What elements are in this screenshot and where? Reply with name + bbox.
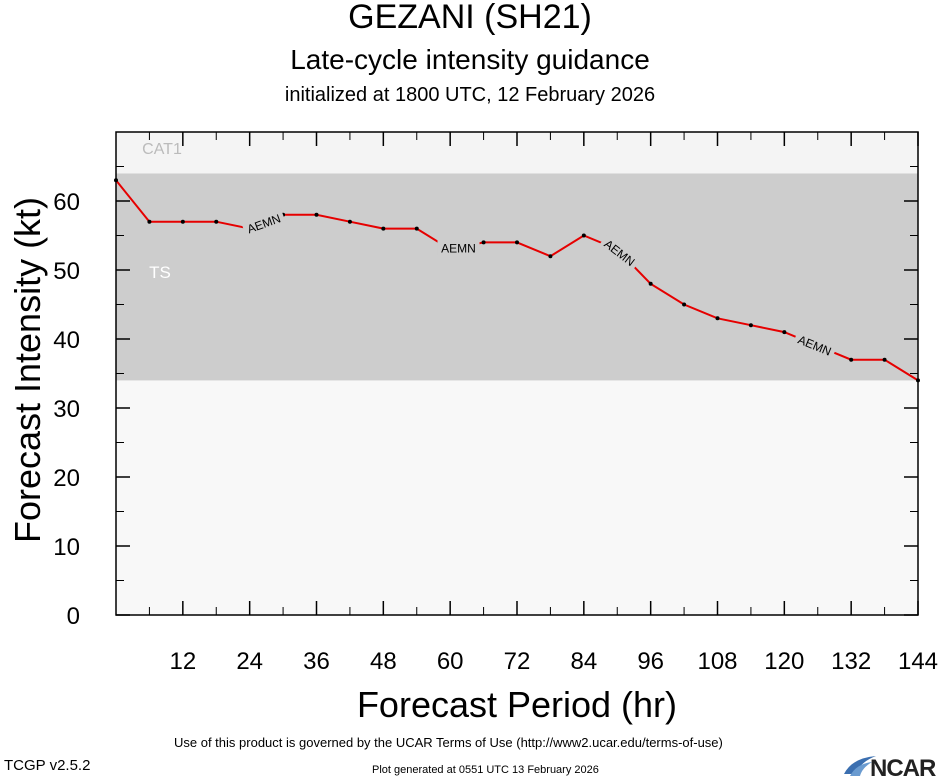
y-tick-label: 10 bbox=[53, 534, 80, 561]
version-label: TCGP v2.5.2 bbox=[4, 757, 91, 774]
series-label-background bbox=[598, 232, 642, 272]
y-tick-label: 60 bbox=[53, 189, 80, 216]
data-point bbox=[916, 378, 920, 383]
series-label-background bbox=[437, 239, 480, 256]
x-tick-label: 96 bbox=[637, 648, 664, 675]
data-point bbox=[648, 281, 653, 286]
x-tick-label: 12 bbox=[169, 648, 196, 675]
series-label-background bbox=[241, 208, 287, 238]
x-tick-label: 120 bbox=[764, 648, 804, 675]
x-tick-label: 144 bbox=[898, 648, 938, 675]
data-point bbox=[715, 316, 720, 321]
data-point bbox=[147, 219, 152, 224]
data-point bbox=[682, 302, 687, 307]
x-tick-label: 48 bbox=[370, 648, 397, 675]
data-point bbox=[214, 219, 219, 224]
data-point bbox=[114, 178, 118, 183]
band-ts bbox=[116, 173, 918, 381]
data-point bbox=[782, 330, 787, 335]
y-axis-label: Forecast Intensity (kt) bbox=[7, 197, 48, 543]
chart-subtitle: Late-cycle intensity guidance bbox=[290, 44, 650, 75]
terms-of-use-notice: Use of this product is governed by the U… bbox=[174, 735, 723, 750]
x-tick-label: 36 bbox=[303, 648, 330, 675]
y-tick-label: 0 bbox=[67, 603, 80, 630]
plot-area: TS CAT1 12 24 36 48 60 72 84 96 108 120 132 144 0 10 20 3… bbox=[53, 131, 938, 675]
data-point bbox=[548, 254, 553, 259]
data-point bbox=[481, 240, 486, 245]
generated-timestamp: Plot generated at 0551 UTC 13 February 2… bbox=[372, 764, 599, 776]
data-point bbox=[347, 219, 352, 224]
x-tick-label: 72 bbox=[504, 648, 531, 675]
data-point bbox=[180, 219, 185, 224]
band-label-ts: TS bbox=[149, 263, 171, 282]
data-point bbox=[581, 233, 586, 238]
series-label-aemn: AEMN bbox=[441, 242, 476, 256]
data-point bbox=[849, 357, 854, 362]
data-point bbox=[748, 323, 753, 328]
y-tick-label: 50 bbox=[53, 258, 80, 285]
initialization-time: initialized at 1800 UTC, 12 February 202… bbox=[284, 84, 656, 106]
x-tick-label: 84 bbox=[570, 648, 597, 675]
intensity-chart: TS CAT1 12 24 36 48 60 72 84 96 108 120 132 144 0 10 20 3… bbox=[7, 131, 938, 675]
series-label-background bbox=[792, 329, 838, 361]
data-point bbox=[515, 240, 519, 245]
data-point bbox=[314, 212, 319, 217]
data-point bbox=[414, 226, 419, 231]
chart-title: GEZANI (SH21) bbox=[348, 0, 592, 36]
data-point bbox=[381, 226, 386, 231]
y-tick-label: 40 bbox=[53, 327, 80, 354]
ncar-logo-icon bbox=[844, 756, 876, 776]
x-tick-label: 24 bbox=[236, 648, 263, 675]
x-axis-label: Forecast Period (hr) bbox=[356, 684, 678, 725]
x-tick-label: 108 bbox=[697, 648, 737, 675]
x-tick-label: 60 bbox=[437, 648, 464, 675]
y-tick-label: 20 bbox=[53, 465, 80, 492]
band-label-cat1: CAT1 bbox=[142, 141, 182, 158]
data-point bbox=[882, 357, 887, 362]
y-tick-label: 30 bbox=[53, 396, 80, 423]
x-tick-label: 132 bbox=[831, 648, 871, 675]
ncar-logo: NCAR bbox=[870, 755, 936, 782]
